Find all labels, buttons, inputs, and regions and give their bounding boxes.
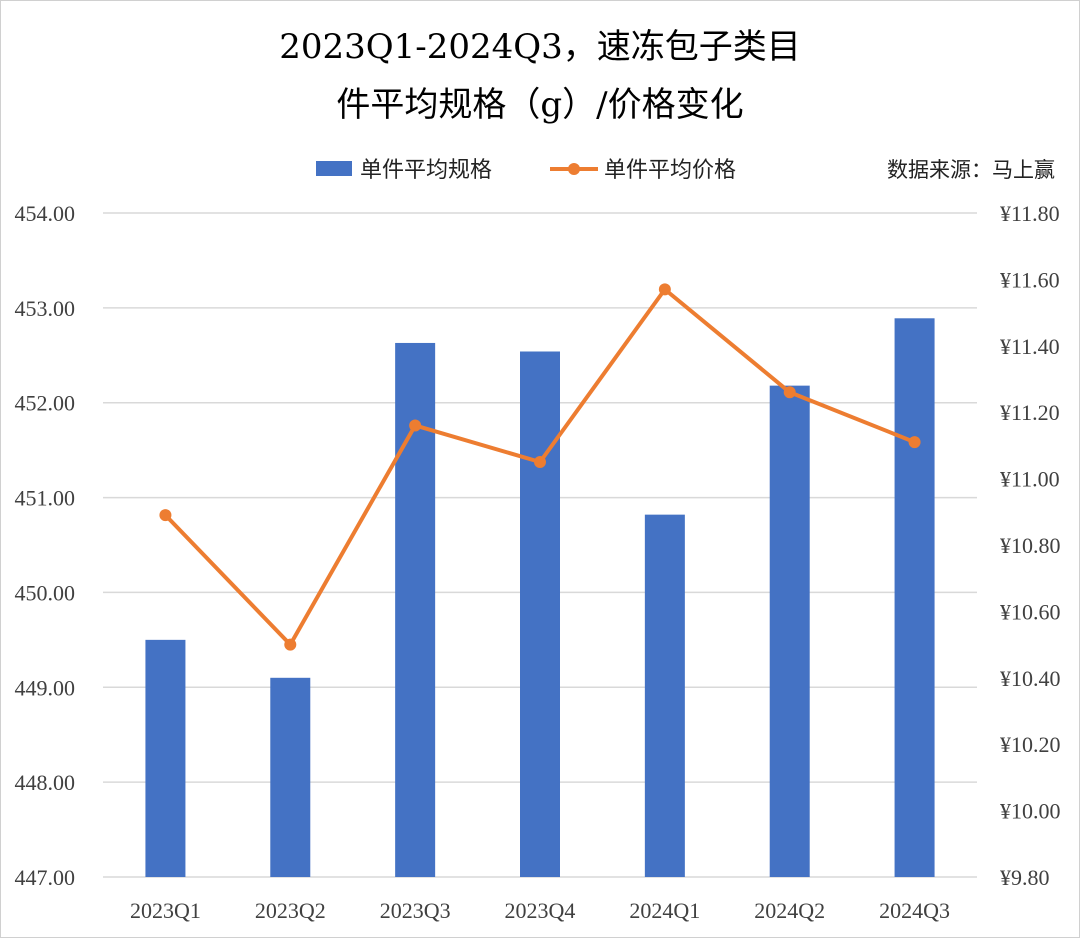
right-tick-label: ¥10.80: [1000, 533, 1061, 558]
right-axis: ¥9.80 ¥10.00 ¥10.20 ¥10.40 ¥10.60 ¥10.80 ¥11.0…: [1000, 201, 1061, 890]
bar: [395, 342, 436, 877]
line-point: [284, 638, 297, 651]
right-tick-label: ¥11.60: [1000, 267, 1060, 292]
line-point: [908, 436, 921, 449]
bar: [145, 639, 186, 877]
right-tick-label: ¥11.20: [1000, 400, 1060, 425]
line-point: [159, 509, 172, 522]
chart-title-line-1: 2023Q1-2024Q3，速冻包子类目: [279, 27, 801, 67]
x-tick-label: 2024Q2: [754, 898, 825, 923]
left-tick-label: 451.00: [15, 486, 76, 511]
right-tick-label: ¥11.40: [1000, 334, 1060, 359]
legend: 单件平均规格 单件平均价格: [316, 158, 736, 183]
x-tick-label: 2023Q3: [380, 898, 451, 923]
left-axis: 447.00 448.00 449.00 450.00 451.00 452.00 453.…: [15, 201, 76, 890]
right-tick-label: ¥10.20: [1000, 732, 1061, 757]
legend-swatch-marker: [568, 163, 580, 175]
right-tick-label: ¥9.80: [1000, 865, 1050, 890]
left-tick-label: 450.00: [15, 580, 76, 605]
right-tick-label: ¥10.40: [1000, 666, 1061, 691]
line-point: [658, 283, 671, 296]
left-tick-label: 448.00: [15, 770, 76, 795]
x-tick-label: 2023Q2: [255, 898, 326, 923]
chart-title-line-2: 件平均规格（g）/价格变化: [336, 85, 743, 125]
bar: [894, 318, 935, 877]
line-point: [534, 456, 546, 468]
left-tick-label: 452.00: [15, 391, 76, 416]
line-point: [783, 386, 796, 399]
right-tick-label: ¥11.00: [1000, 467, 1060, 492]
left-tick-label: 454.00: [15, 201, 76, 226]
left-tick-label: 449.00: [15, 675, 76, 700]
legend-swatch-bar: [316, 161, 352, 176]
right-tick-label: ¥10.00: [1000, 799, 1061, 824]
x-tick-label: 2024Q3: [879, 898, 950, 923]
left-tick-label: 453.00: [15, 296, 76, 321]
bar: [270, 677, 311, 877]
right-tick-label: ¥10.60: [1000, 599, 1061, 624]
x-tick-label: 2023Q4: [505, 898, 576, 923]
data-source-note: 数据来源：马上赢: [887, 158, 1055, 182]
x-axis: 2023Q1 2023Q2 2023Q3 2023Q4 2024Q1 2024Q2 2024…: [130, 898, 950, 923]
right-tick-label: ¥11.80: [1000, 201, 1060, 226]
bar: [644, 514, 685, 877]
line-series: [159, 283, 921, 651]
bar: [769, 385, 810, 877]
line-point: [409, 419, 422, 432]
bar-series: [145, 318, 935, 877]
x-tick-label: 2024Q1: [629, 898, 700, 923]
x-tick-label: 2023Q1: [130, 898, 201, 923]
legend-label-bar: 单件平均规格: [360, 158, 492, 183]
left-tick-label: 447.00: [15, 865, 76, 890]
bar: [520, 351, 560, 877]
legend-label-line: 单件平均价格: [604, 158, 736, 183]
